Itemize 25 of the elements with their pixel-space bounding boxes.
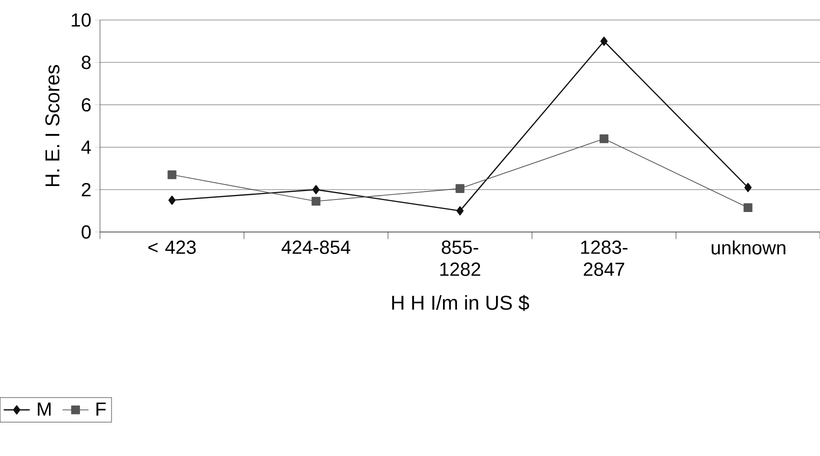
point — [456, 206, 464, 216]
y-tick-label: 8 — [82, 56, 91, 70]
point — [312, 185, 320, 194]
y-tick-label: 6 — [82, 98, 91, 112]
x-axis-title: H H I/m in US $ — [392, 294, 530, 312]
point — [600, 134, 608, 144]
x-tick-label: unknown — [712, 240, 786, 254]
y-tick-label: 2 — [82, 182, 91, 196]
point — [744, 182, 752, 192]
y-tick-label: 0 — [82, 225, 91, 239]
x-tick-label: 1283-2847 — [581, 240, 628, 276]
point — [168, 196, 176, 205]
point — [456, 184, 464, 193]
x-tick-label: 855-1282 — [440, 240, 480, 276]
y-tick-label: 4 — [81, 140, 91, 154]
point — [168, 170, 176, 180]
x-tick-label: 424-854 — [282, 240, 350, 254]
legend-label: F — [96, 402, 106, 416]
y-axis-title: H. E. I Scores — [45, 65, 60, 186]
point — [744, 203, 752, 212]
legend-label: M — [38, 402, 51, 416]
y-tick-label: 10 — [72, 13, 91, 27]
x-tick-label: < 423 — [148, 240, 196, 254]
point — [312, 196, 320, 206]
point — [600, 36, 608, 46]
